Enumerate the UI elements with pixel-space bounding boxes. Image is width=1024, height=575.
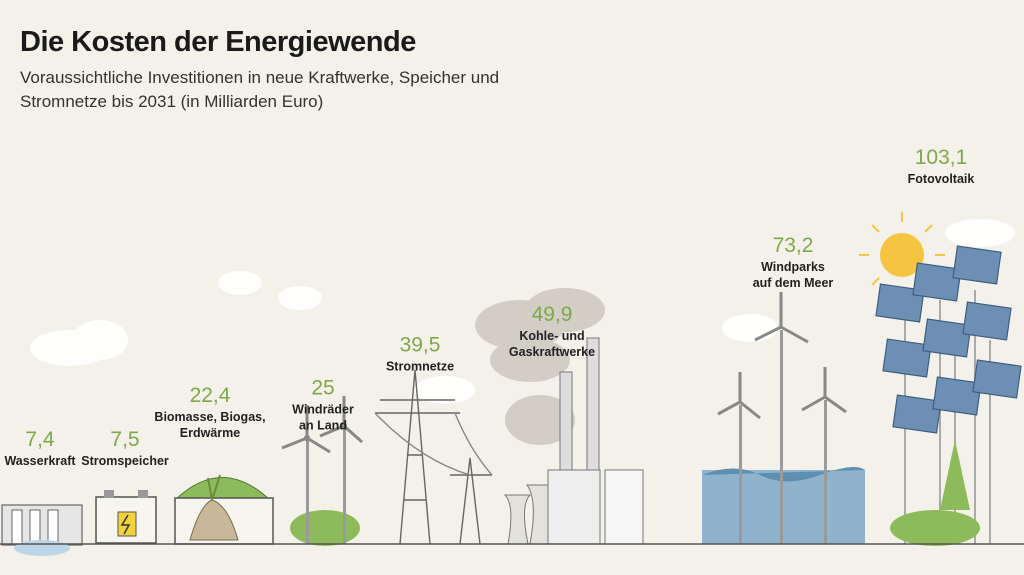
fotovoltaik-icon xyxy=(859,212,1022,546)
windparks-meer-icon xyxy=(702,292,865,544)
windraeder-land-icon xyxy=(281,396,363,546)
value-label: 49,9 xyxy=(532,303,573,326)
smoke-clouds xyxy=(475,288,605,445)
category-label: Windräder xyxy=(292,402,354,416)
category-label: Stromnetze xyxy=(386,359,454,373)
value-label: 22,4 xyxy=(190,384,231,407)
background-clouds xyxy=(30,219,1015,404)
value-label: 25 xyxy=(311,376,334,399)
category-label: Wasserkraft xyxy=(4,454,76,468)
kohle-gaskraftwerke-icon xyxy=(503,337,644,545)
category-label: auf dem Meer xyxy=(753,276,834,290)
page-subtitle: Voraussichtliche Investitionen in neue K… xyxy=(20,68,500,111)
category-label: Erdwärme xyxy=(180,426,240,440)
value-label: 103,1 xyxy=(915,146,968,169)
wasserkraft-icon xyxy=(1,504,83,556)
category-label: an Land xyxy=(299,418,347,432)
value-label: 7,5 xyxy=(110,428,139,451)
value-label: 7,4 xyxy=(25,428,55,451)
category-label: Stromspeicher xyxy=(81,454,169,468)
value-label: 39,5 xyxy=(400,333,441,356)
category-label: Gaskraftwerke xyxy=(509,345,595,359)
category-label: Biomasse, Biogas, xyxy=(154,410,265,424)
category-label: Kohle- und xyxy=(519,329,584,343)
stromnetze-icon xyxy=(374,369,493,545)
page-title: Die Kosten der Energiewende xyxy=(20,26,416,58)
value-label: 73,2 xyxy=(773,234,814,257)
stromspeicher-icon xyxy=(95,490,157,544)
category-label: Fotovoltaik xyxy=(908,172,975,186)
category-label: Windparks xyxy=(761,260,825,274)
biomasse-icon xyxy=(173,474,274,545)
